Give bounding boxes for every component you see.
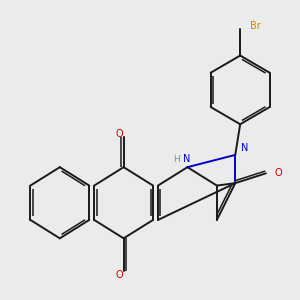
Text: O: O	[116, 129, 123, 140]
Text: Br: Br	[250, 21, 261, 32]
Text: H: H	[173, 155, 180, 164]
Text: O: O	[274, 168, 282, 178]
Text: O: O	[116, 270, 123, 280]
Text: N: N	[183, 154, 190, 164]
Text: N: N	[241, 143, 248, 154]
